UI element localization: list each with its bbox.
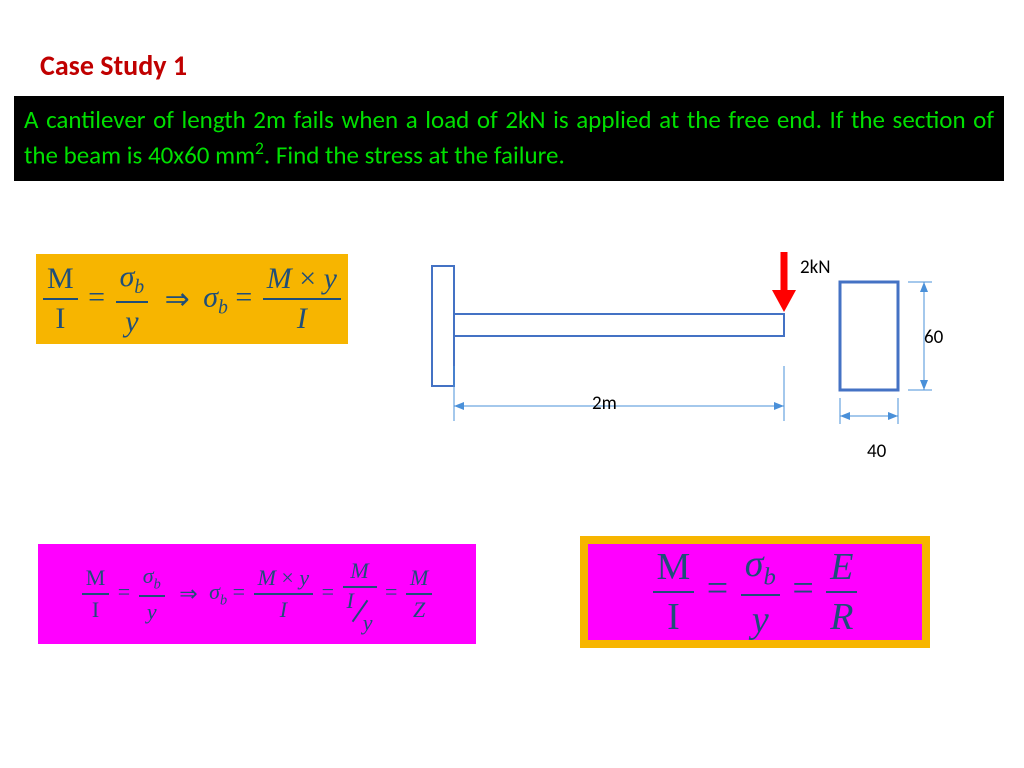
section-width-label: 40 — [867, 440, 886, 463]
section-height-label: 60 — [924, 326, 943, 349]
problem-statement: A cantilever of length 2m fails when a l… — [14, 96, 1004, 181]
formula-section-modulus: MI = σby ⇒ σb = M × yI = MIy = MZ — [38, 544, 476, 644]
load-arrow-icon — [772, 252, 796, 312]
length-label: 2m — [592, 392, 617, 415]
load-label: 2kN — [800, 256, 831, 279]
formula-bending-stress-yellow: MI = σby ⇒ σb = M × yI — [36, 254, 348, 344]
cantilever-diagram — [420, 246, 980, 476]
formula-flexure: MI = σby = ER — [580, 536, 930, 648]
page-title: Case Study 1 — [40, 48, 187, 83]
